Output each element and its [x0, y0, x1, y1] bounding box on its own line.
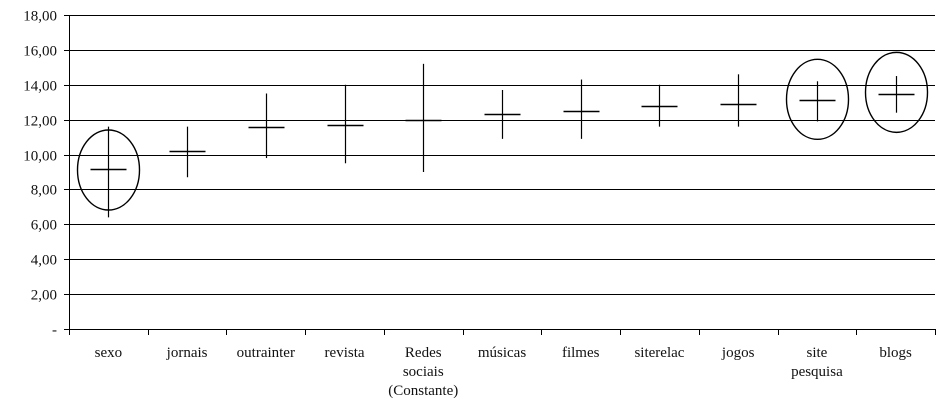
y-tick-label: 4,00 — [31, 253, 57, 269]
x-category-label: siterelac — [634, 345, 684, 361]
x-category-labels: sexo jornais outrainter revista Redes sociais… — [95, 345, 912, 399]
highlight-ellipses — [76, 51, 929, 211]
x-category-label: jogos — [721, 345, 755, 361]
highlight-ellipse — [76, 129, 141, 211]
y-tick-label: 14,00 — [23, 79, 57, 95]
x-category-label: sexo — [95, 345, 123, 361]
gridlines — [69, 15, 935, 295]
x-category-label: músicas — [478, 345, 526, 361]
x-category-label: Redes sociais (Constante) — [388, 345, 458, 399]
y-tick-label: 12,00 — [23, 114, 57, 130]
y-tick-label: 2,00 — [31, 288, 57, 304]
x-category-label: jornais — [166, 345, 208, 361]
x-category-label: revista — [325, 345, 365, 361]
axes — [64, 15, 936, 335]
highlight-ellipse — [864, 51, 929, 134]
y-tick-label: 6,00 — [31, 218, 57, 234]
y-tick-label: 8,00 — [31, 183, 57, 199]
y-tick-label: 10,00 — [23, 149, 57, 165]
y-tick-label: - — [52, 323, 57, 339]
x-category-label: outrainter — [237, 345, 295, 361]
highlight-ellipse — [785, 58, 850, 141]
y-tick-labels: - 2,00 4,00 6,00 8,00 10,00 12,00 14,00 16,00 18,… — [23, 9, 57, 339]
error-bars — [90, 63, 915, 218]
x-category-label: site pesquisa — [791, 345, 843, 380]
y-tick-label: 18,00 — [23, 9, 57, 25]
y-tick-label: 16,00 — [23, 44, 57, 60]
x-category-label: filmes — [562, 345, 600, 361]
x-category-label: blogs — [879, 345, 912, 361]
